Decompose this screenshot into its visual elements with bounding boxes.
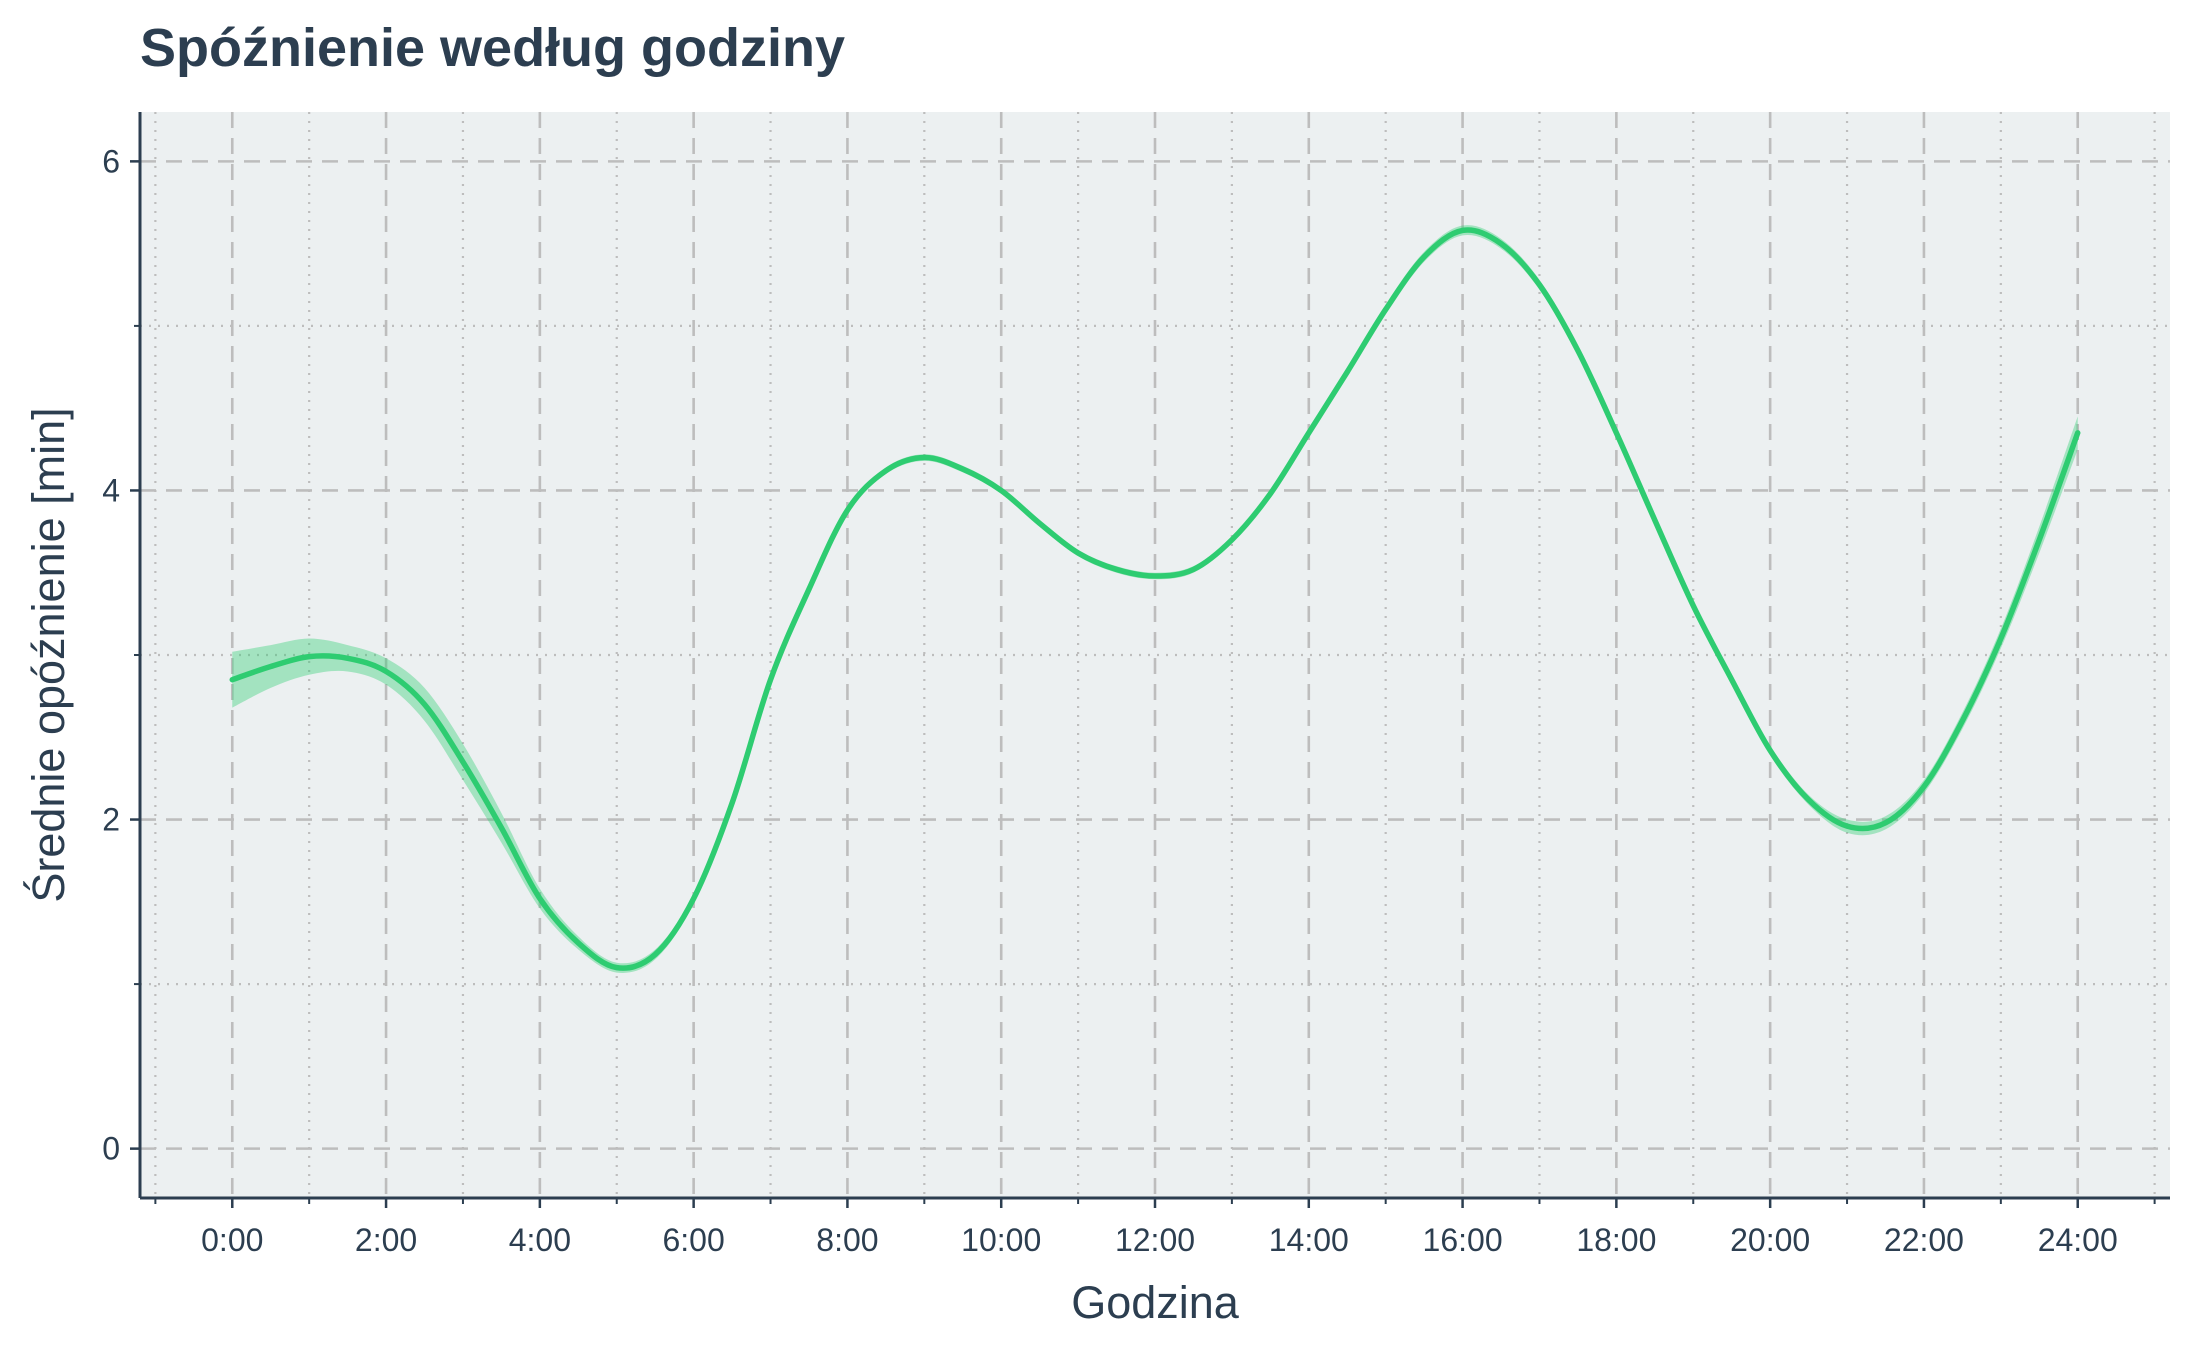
y-tick-label: 4 bbox=[102, 472, 120, 508]
trend-line bbox=[229, 227, 2081, 971]
x-tick-label: 12:00 bbox=[1115, 1222, 1195, 1258]
plot-area: 0:00 2:00 4:00 6:00 8:00 10:00 12:00 14:00 16:00… bbox=[102, 112, 2170, 1258]
x-axis-title: Godzina bbox=[1071, 1277, 1240, 1328]
x-tick-label: 20:00 bbox=[1730, 1222, 1810, 1258]
y-tick-label: 0 bbox=[102, 1131, 120, 1167]
y-axis-title: Średnie opóźnienie [min] bbox=[23, 407, 74, 902]
y-tick-label: 2 bbox=[102, 802, 120, 838]
x-tick-label: 8:00 bbox=[816, 1222, 878, 1258]
x-tick-label: 4:00 bbox=[509, 1222, 571, 1258]
x-tick-label: 24:00 bbox=[2038, 1222, 2118, 1258]
y-axis-ticks: 0 2 4 6 bbox=[102, 143, 140, 1167]
x-tick-label: 0:00 bbox=[201, 1222, 263, 1258]
x-tick-label: 14:00 bbox=[1269, 1222, 1349, 1258]
x-tick-label: 6:00 bbox=[662, 1222, 724, 1258]
x-tick-label: 16:00 bbox=[1423, 1222, 1503, 1258]
chart-title: Spóźnienie według godziny bbox=[140, 18, 845, 78]
x-axis-ticks: 0:00 2:00 4:00 6:00 8:00 10:00 12:00 14:00 16:00… bbox=[154, 1198, 2156, 1258]
x-tick-label: 18:00 bbox=[1576, 1222, 1656, 1258]
y-tick-label: 6 bbox=[102, 143, 120, 179]
x-tick-label: 10:00 bbox=[961, 1222, 1041, 1258]
x-tick-label: 2:00 bbox=[355, 1222, 417, 1258]
x-tick-label: 22:00 bbox=[1884, 1222, 1964, 1258]
minor-gridlines bbox=[140, 112, 2170, 1198]
plot-panel bbox=[140, 112, 2170, 1198]
